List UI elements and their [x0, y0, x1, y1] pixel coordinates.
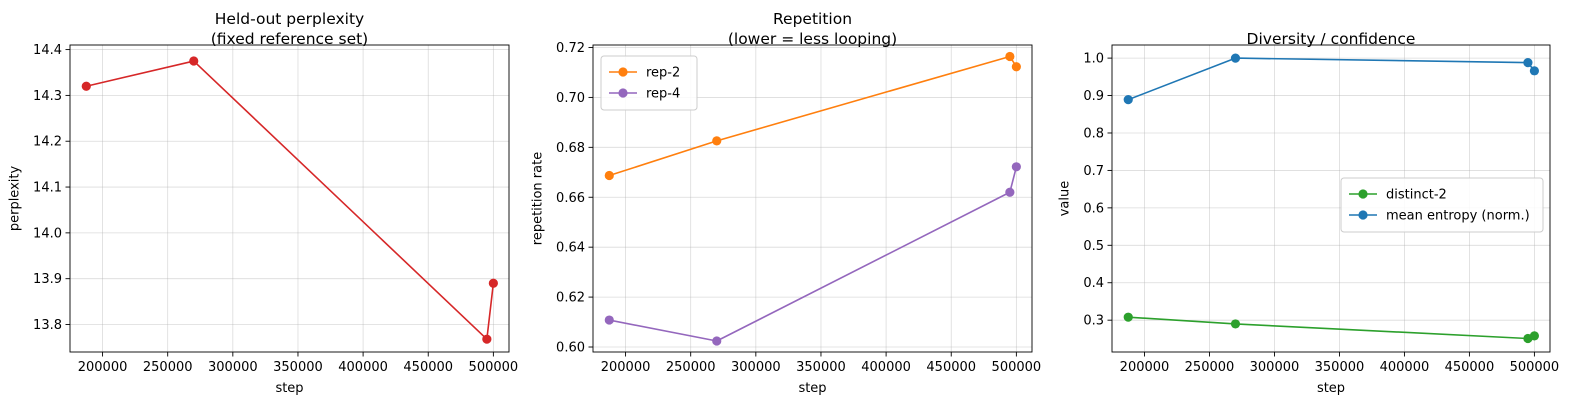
- diversity-y-tick-label: 0.9: [1083, 89, 1104, 104]
- diversity-mean-entropy-norm-point: [1523, 57, 1533, 68]
- perplexity-x-tick-label: 400000: [338, 360, 388, 375]
- repetition-rep-4-line: [609, 166, 1018, 342]
- diversity-chart: 200000 250000 300000 350000 400000 450000 5000…: [1057, 30, 1559, 396]
- diversity-x-tick-label: 400000: [1380, 360, 1430, 375]
- diversity-legend-distinct-2-label: distinct-2: [1386, 188, 1447, 203]
- perplexity-x-axis-label: step: [275, 381, 303, 396]
- diversity-x-tick-label: 250000: [1185, 360, 1235, 375]
- repetition-rep-4-point: [712, 336, 722, 346]
- repetition-y-tick-label: 0.64: [556, 241, 585, 256]
- repetition-y-tick-label: 0.60: [556, 341, 585, 356]
- diversity-y-axis-label: value: [1057, 181, 1072, 217]
- diversity-legend-box: [1340, 177, 1544, 233]
- perplexity-series-point: [488, 278, 498, 288]
- repetition-chart-title: Repetition: [773, 10, 852, 28]
- repetition-rep-2-point: [1005, 51, 1015, 62]
- perplexity-chart: 200000 250000 300000 350000 400000 450000 5000…: [7, 10, 518, 396]
- repetition-rep-4-point: [1005, 187, 1015, 197]
- diversity-chart-title: Diversity / confidence: [1247, 30, 1416, 48]
- diversity-mean-entropy-norm-point: [1230, 53, 1241, 63]
- diversity-y-tick-label: 0.5: [1083, 239, 1104, 254]
- perplexity-y-tick-label: 14.4: [33, 43, 62, 58]
- diversity-legend-mean-entropy-norm-label: mean entropy (norm.): [1386, 209, 1530, 224]
- diversity-mean-entropy-norm-point: [1529, 66, 1540, 76]
- repetition-y-tick-label: 0.68: [556, 141, 585, 156]
- diversity-legend-distinct-2-swatch-marker: [1358, 189, 1368, 199]
- perplexity-chart-title: (fixed reference set): [211, 30, 368, 48]
- perplexity-y-tick-label: 13.8: [33, 318, 62, 333]
- repetition-x-tick-label: 450000: [926, 360, 976, 375]
- diversity-y-tick-label: 0.8: [1083, 126, 1104, 141]
- repetition-rep-2-point: [604, 170, 614, 181]
- perplexity-y-tick-label: 14.1: [33, 181, 62, 196]
- perplexity-x-tick-label: 500000: [469, 360, 519, 375]
- repetition-x-tick-label: 500000: [992, 360, 1042, 375]
- diversity-x-tick-label: 350000: [1315, 360, 1365, 375]
- repetition-legend-rep-2-label: rep-2: [646, 66, 680, 81]
- repetition-x-tick-label: 250000: [666, 360, 716, 375]
- repetition-rep-2-line: [609, 55, 1018, 177]
- perplexity-chart-title: Held-out perplexity: [215, 10, 364, 28]
- repetition-plot-frame: [592, 44, 1033, 353]
- repetition-chart: 200000 250000 300000 350000 400000 450000 5000…: [530, 10, 1041, 396]
- diversity-distinct-2-point: [1123, 312, 1133, 322]
- diversity-y-tick-label: 0.3: [1083, 314, 1104, 329]
- diversity-x-tick-label: 450000: [1445, 360, 1495, 375]
- repetition-legend-rep-4-swatch-marker: [618, 88, 628, 98]
- perplexity-x-tick-label: 250000: [143, 360, 193, 375]
- repetition-rep-2-point: [712, 136, 722, 146]
- diversity-legend-mean-entropy-norm-swatch-marker: [1358, 210, 1368, 220]
- repetition-x-axis-label: step: [798, 381, 826, 396]
- perplexity-y-tick-label: 14.3: [33, 89, 62, 104]
- diversity-x-tick-label: 500000: [1510, 360, 1560, 375]
- repetition-legend-rep-4-label: rep-4: [646, 87, 680, 102]
- perplexity-series-point: [189, 56, 199, 66]
- perplexity-x-tick-label: 450000: [403, 360, 453, 375]
- diversity-x-axis-label: step: [1317, 381, 1345, 396]
- perplexity-y-tick-label: 13.9: [33, 272, 62, 287]
- perplexity-series-point: [482, 334, 492, 344]
- repetition-y-tick-label: 0.66: [556, 191, 585, 206]
- diversity-y-tick-label: 0.4: [1083, 276, 1104, 291]
- diversity-legend: distinct-2 mean entropy (norm.): [1340, 177, 1544, 233]
- repetition-x-tick-label: 200000: [601, 360, 651, 375]
- repetition-rep-2-point: [1011, 62, 1021, 72]
- perplexity-series-line: [86, 60, 495, 340]
- diversity-distinct-2-point: [1230, 319, 1241, 329]
- repetition-x-tick-label: 400000: [861, 360, 911, 375]
- perplexity-x-tick-label: 350000: [273, 360, 323, 375]
- repetition-x-tick-label: 300000: [731, 360, 781, 375]
- diversity-x-tick-label: 300000: [1250, 360, 1300, 375]
- perplexity-x-tick-label: 200000: [78, 360, 128, 375]
- repetition-y-tick-label: 0.62: [556, 291, 585, 306]
- diversity-y-tick-label: 0.6: [1083, 201, 1104, 216]
- perplexity-plot-frame: [69, 44, 510, 353]
- repetition-y-tick-label: 0.70: [556, 91, 585, 106]
- repetition-chart-title: (lower = less looping): [728, 30, 897, 48]
- repetition-rep-4-point: [1011, 162, 1021, 172]
- diversity-x-tick-label: 200000: [1120, 360, 1170, 375]
- repetition-legend-box: [600, 55, 698, 111]
- diversity-distinct-2-point: [1529, 331, 1540, 341]
- diversity-mean-entropy-norm-line: [1127, 57, 1536, 101]
- perplexity-x-tick-label: 300000: [208, 360, 258, 375]
- repetition-y-tick-label: 0.72: [556, 41, 585, 56]
- diversity-y-tick-label: 1.0: [1083, 52, 1104, 67]
- repetition-y-axis-label: repetition rate: [530, 152, 545, 245]
- repetition-legend: rep-2 rep-4: [600, 55, 698, 111]
- repetition-rep-4-point: [604, 315, 614, 325]
- perplexity-series-point: [81, 81, 91, 91]
- repetition-legend-rep-2-swatch-marker: [618, 67, 628, 77]
- repetition-x-tick-label: 350000: [796, 360, 846, 375]
- perplexity-y-axis-label: perplexity: [7, 166, 22, 232]
- diversity-mean-entropy-norm-point: [1123, 95, 1133, 105]
- diversity-y-tick-label: 0.7: [1083, 164, 1104, 179]
- perplexity-y-tick-label: 14.0: [33, 226, 62, 241]
- diversity-plot-frame: [1111, 44, 1551, 353]
- perplexity-y-tick-label: 14.2: [33, 135, 62, 150]
